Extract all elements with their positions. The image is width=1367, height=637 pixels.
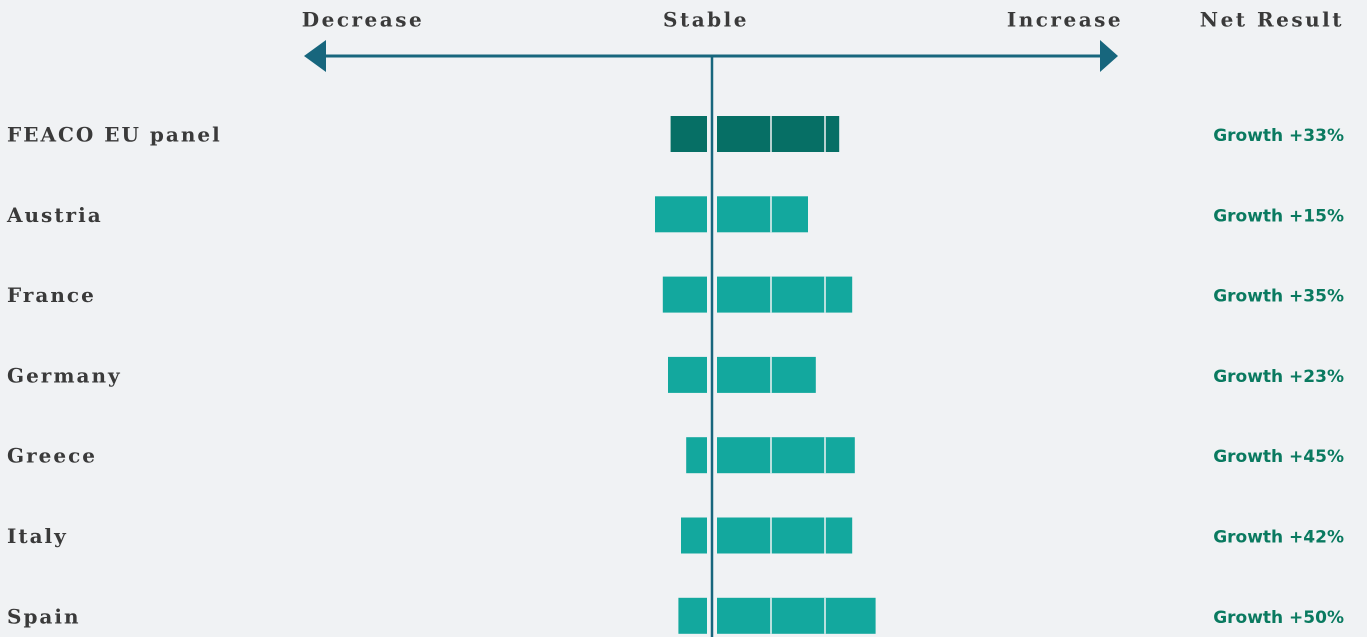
net-result: Growth +23% bbox=[1213, 367, 1344, 387]
axis-arrow bbox=[304, 40, 1118, 637]
category-label: Greece bbox=[7, 444, 97, 468]
net-result: Growth +42% bbox=[1213, 528, 1344, 548]
decrease-bar bbox=[681, 517, 707, 554]
decrease-label: Decrease bbox=[302, 8, 424, 32]
increase-bar bbox=[717, 517, 853, 554]
net-result: Growth +50% bbox=[1213, 608, 1344, 628]
category-label: France bbox=[7, 283, 96, 307]
increase-bar bbox=[717, 356, 816, 393]
net-result: Growth +35% bbox=[1213, 287, 1344, 307]
stable-label: Stable bbox=[663, 8, 749, 32]
decrease-bar bbox=[662, 276, 707, 313]
category-label: Germany bbox=[7, 363, 122, 387]
net-result: Growth +45% bbox=[1213, 447, 1344, 467]
net-result: Growth +15% bbox=[1213, 206, 1344, 226]
increase-bar bbox=[717, 276, 853, 313]
category-label: Austria bbox=[6, 203, 103, 227]
arrow-left bbox=[304, 40, 326, 72]
arrow-right bbox=[1100, 40, 1118, 72]
decrease-bar bbox=[668, 356, 707, 393]
decrease-bar bbox=[678, 597, 707, 634]
increase-bar bbox=[717, 437, 855, 474]
net-header: Net Result bbox=[1200, 8, 1344, 32]
increase-bar bbox=[717, 116, 840, 152]
net-result: Growth +33% bbox=[1213, 126, 1344, 146]
increase-bar bbox=[717, 196, 808, 233]
decrease-bar bbox=[670, 116, 707, 152]
decrease-bar bbox=[686, 437, 707, 474]
category-label: Spain bbox=[7, 604, 81, 628]
category-label: Italy bbox=[7, 524, 68, 548]
category-label: FEACO EU panel bbox=[7, 123, 222, 147]
increase-bar bbox=[717, 597, 876, 634]
increase-label: Increase bbox=[1007, 8, 1123, 32]
decrease-bar bbox=[655, 196, 707, 233]
